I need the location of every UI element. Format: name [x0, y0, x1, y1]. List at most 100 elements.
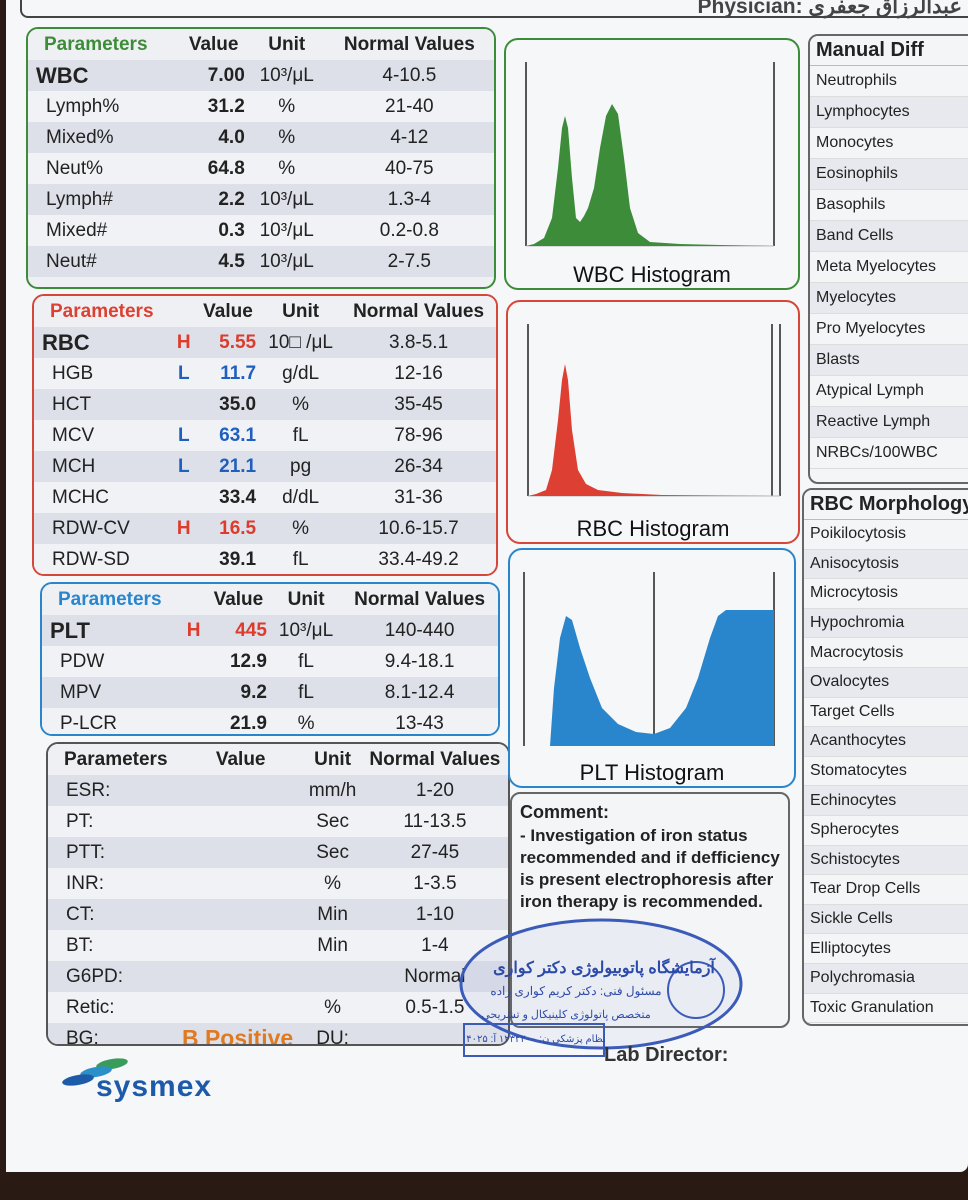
- rbc-normal: 33.4-49.2: [341, 544, 496, 574]
- wbc-row: Neut% 64.8% 40-75: [28, 153, 494, 184]
- coag-row: INR:% 1-3.5: [48, 868, 508, 899]
- wbc-normal: 4-12: [324, 122, 494, 153]
- sysmex-logo-mark: [62, 1058, 128, 1086]
- wbc-table: Parameters Value Unit Normal Values WBC 7.00 1…: [28, 29, 494, 277]
- coag-normal: 1-4: [361, 930, 508, 961]
- rbc-unit: fL: [260, 544, 342, 574]
- sysmex-wordmark: sysmex: [96, 1070, 213, 1103]
- wbc-unit: %: [248, 122, 325, 153]
- rbc-param-name: MCHC: [34, 482, 172, 513]
- coag-unit: %: [303, 992, 362, 1023]
- rbc_morph-title: RBC Morphology: [804, 490, 968, 520]
- wbc-param-name: Neut#: [28, 246, 179, 277]
- coag-header-row: Parameters Value Unit Normal Values: [48, 744, 508, 775]
- rbc_morph-item: Elliptocytes: [804, 934, 968, 964]
- wbc-value: 7.00: [178, 60, 249, 91]
- rbc-unit: g/dL: [260, 358, 342, 389]
- plt-flag: [181, 646, 206, 677]
- wbc-unit: 10³/μL: [248, 246, 325, 277]
- plt-row: MPV 9.2 fL 8.1-12.4: [42, 677, 498, 708]
- wbc-row: Mixed# 0.3 10³/μL 0.2-0.8: [28, 215, 494, 246]
- plt-panel: Parameters Value Unit Normal Values PLT H 445 1…: [40, 582, 500, 736]
- wbc-normal: 2-7.5: [324, 246, 494, 277]
- wbc-normal: 40-75: [324, 153, 494, 184]
- rbc-row: RBC H 5.55 10□ /μL 3.8-5.1: [34, 327, 496, 358]
- plt-histogram-label: PLT Histogram: [579, 760, 725, 785]
- coag-param-name: ESR:: [48, 775, 178, 806]
- plt-header-3: Normal Values: [341, 584, 498, 615]
- rbc-normal: 12-16: [341, 358, 496, 389]
- stamp-line-2: مسئول فنی: دکتر کریم کواری زاده: [490, 984, 662, 998]
- rbc-unit: 10□ /μL: [260, 327, 342, 358]
- coag-unit: Sec: [303, 837, 362, 868]
- plt-header-row: Parameters Value Unit Normal Values: [42, 584, 498, 615]
- wbc-histogram-frame: WBC Histogram: [504, 38, 800, 290]
- wbc-unit: 10³/μL: [248, 215, 325, 246]
- wbc-row: Mixed% 4.0% 4-12: [28, 122, 494, 153]
- rbc-value: 11.7: [195, 358, 261, 389]
- rbc-unit: pg: [260, 451, 342, 482]
- manual_diff-item: Meta Myelocytes: [810, 252, 968, 283]
- coag-unit: [303, 961, 362, 992]
- coag-value: [177, 837, 304, 868]
- plt-flag: H: [181, 615, 206, 646]
- rbc-flag: H: [171, 327, 196, 358]
- plt-header-0: Parameters: [42, 584, 182, 615]
- rbc-param-name: HCT: [34, 389, 172, 420]
- rbc-header-row: Parameters Value Unit Normal Values: [34, 296, 496, 327]
- rbc-param-name: MCV: [34, 420, 172, 451]
- rbc-normal: 10.6-15.7: [341, 513, 496, 544]
- rbc-flag: L: [171, 451, 196, 482]
- coag-param-name: Retic:: [48, 992, 178, 1023]
- rbc-value: 63.1: [195, 420, 261, 451]
- wbc-value: 64.8: [178, 153, 249, 184]
- rbc-value: 35.0: [195, 389, 261, 420]
- rbc-flag: [171, 482, 196, 513]
- coag-value: [177, 775, 304, 806]
- rbc-flag: H: [171, 513, 196, 544]
- stamp-line-4: نظام پزشکی ن: ۱۲۳۲۲۰۰ آ: ۴۰۲۵: [466, 1034, 606, 1045]
- rbc-header-3: Normal Values: [341, 296, 496, 327]
- rbc-param-name: MCH: [34, 451, 172, 482]
- coag-normal: Normal: [361, 961, 508, 992]
- coag-row: Retic:% 0.5-1.5: [48, 992, 508, 1023]
- plt-normal: 13-43: [341, 708, 498, 734]
- plt-header-2: Unit: [270, 584, 342, 615]
- rbc-histogram: [527, 324, 781, 497]
- wbc-param-name: Neut%: [28, 153, 179, 184]
- wbc-normal: 1.3-4: [324, 184, 494, 215]
- rbc-param-name: RBC: [34, 327, 172, 358]
- lab-director-label: Lab Director:: [604, 1044, 729, 1066]
- rbc_morph-item: Tear Drop Cells: [804, 875, 968, 905]
- header-frame: [20, 0, 968, 18]
- rbc-flag: L: [171, 358, 196, 389]
- coag-header-0: Parameters: [48, 744, 178, 775]
- plt-row: PDW 12.9 fL 9.4-18.1: [42, 646, 498, 677]
- plt-histogram: [523, 572, 775, 746]
- coag-value: [177, 806, 304, 837]
- plt-header-1: Value: [205, 584, 271, 615]
- stamp-graphic: [459, 918, 743, 1057]
- rbc-histogram-label: RBC Histogram: [576, 516, 730, 541]
- manual_diff-item: Monocytes: [810, 128, 968, 159]
- coag-param-name: INR:: [48, 868, 178, 899]
- rbc_morph-item: Macrocytosis: [804, 638, 968, 668]
- coag-normal: 1-20: [361, 775, 508, 806]
- wbc-param-name: Lymph%: [28, 91, 179, 122]
- coag-value: [177, 930, 304, 961]
- coag-normal: [361, 1023, 508, 1044]
- rbc-row: HCT 35.0% 35-45: [34, 389, 496, 420]
- plt-table: Parameters Value Unit Normal Values PLT H 445 1…: [42, 584, 498, 734]
- wbc-value: 0.3: [178, 215, 249, 246]
- coag-param-name: PTT:: [48, 837, 178, 868]
- wbc-header-row: Parameters Value Unit Normal Values: [28, 29, 494, 60]
- rbc-value: 39.1: [195, 544, 261, 574]
- rbc_morph-item: Schistocytes: [804, 845, 968, 876]
- rbc-header-1: Value: [195, 296, 261, 327]
- wbc-value: 4.0: [178, 122, 249, 153]
- manual_diff-item: Lymphocytes: [810, 97, 968, 128]
- manual-diff-panel: Manual Diff Neutrophils Lymphocytes Monocyt…: [808, 34, 968, 484]
- manual_diff-item: Atypical Lymph: [810, 376, 968, 407]
- plt-histogram-curve: [550, 610, 774, 746]
- rbc-row: RDW-CV H 16.5% 10.6-15.7: [34, 513, 496, 544]
